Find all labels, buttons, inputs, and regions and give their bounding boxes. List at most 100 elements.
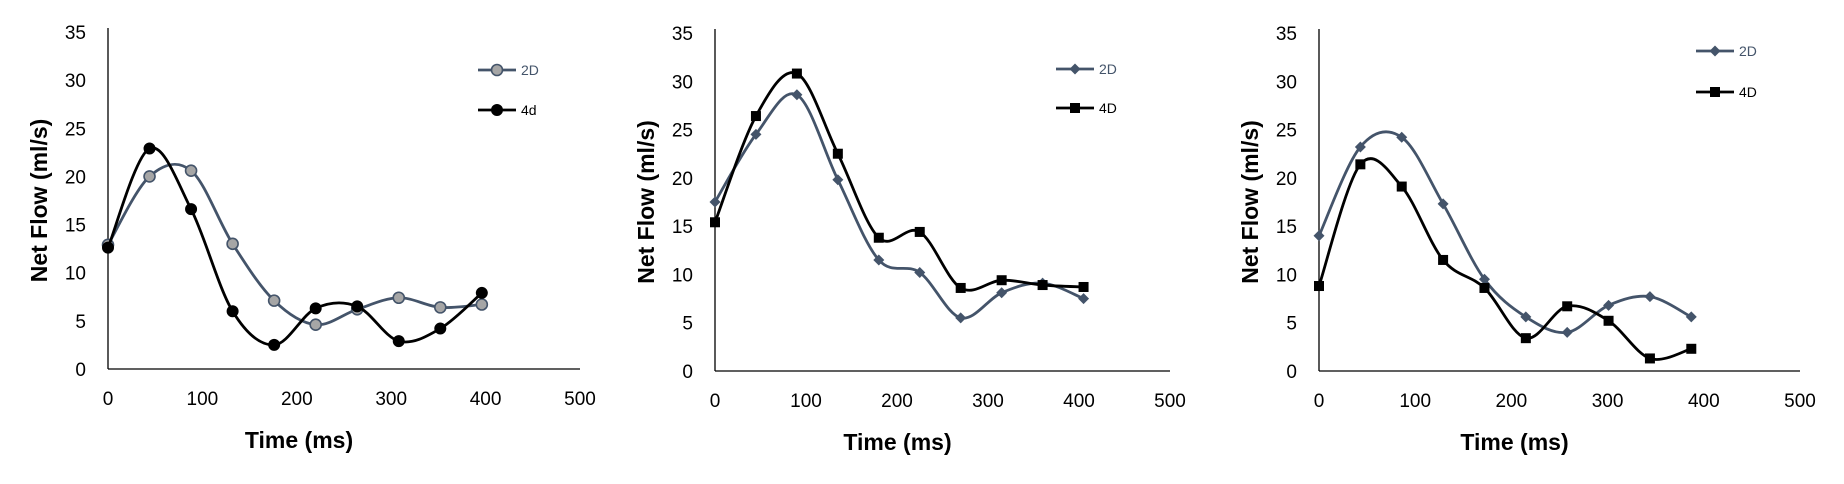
y-tick-label: 5 [75, 312, 86, 333]
y-tick-label: 25 [1276, 121, 1297, 142]
data-point [914, 226, 925, 237]
data-point [1603, 315, 1614, 326]
data-point [433, 301, 447, 314]
y-tick-label: 5 [1286, 314, 1297, 335]
legend-marker [1069, 63, 1081, 75]
y-tick-label: 5 [682, 314, 693, 335]
chart-1: 0 5 10 15 20 25 30 35 0 100 200 300 400 500 Time (ms) N… [26, 23, 596, 453]
y-tick-label: 30 [672, 72, 693, 93]
x-tick-label: 300 [375, 389, 407, 410]
x-tick-label: 500 [564, 389, 596, 410]
data-point [392, 291, 406, 305]
legend-marker [1710, 87, 1720, 97]
x-tick-label: 200 [281, 389, 313, 410]
x-tick-label: 500 [1154, 391, 1186, 412]
data-point [475, 286, 488, 299]
data-point [309, 318, 322, 332]
data-point [1685, 311, 1697, 323]
data-point [392, 335, 405, 348]
chart-2: 0 5 10 15 20 25 30 35 0 100 200 300 400 500 Time (ms) N… [633, 24, 1186, 455]
data-point [1438, 254, 1449, 265]
y-axis-title: Net Flow (ml/s) [26, 119, 52, 283]
y-tick-label: 35 [65, 23, 86, 44]
data-point [914, 266, 926, 278]
y-axis-title: Net Flow (ml/s) [1237, 120, 1263, 284]
data-point [1644, 353, 1655, 364]
data-point [1355, 159, 1366, 170]
y-axis-title: Net Flow (ml/s) [633, 120, 659, 284]
series-4d [710, 68, 1089, 293]
y-tick-label: 30 [1276, 72, 1297, 93]
series-2d [709, 89, 1090, 324]
y-tick-label: 10 [1276, 265, 1297, 286]
y-tick-label: 35 [1276, 24, 1297, 45]
x-tick-label: 100 [790, 391, 822, 412]
x-tick-label: 300 [1592, 391, 1624, 412]
data-point [1562, 301, 1573, 312]
data-point [1037, 280, 1048, 291]
data-point [1520, 333, 1531, 344]
data-point [832, 148, 843, 159]
data-point [791, 89, 803, 101]
legend-entry-2d: 2D [1056, 61, 1117, 77]
x-tick-label: 100 [187, 389, 219, 410]
y-tick-label: 20 [65, 167, 86, 188]
data-point [996, 287, 1008, 299]
data-point [750, 111, 761, 122]
x-tick-label: 400 [470, 389, 502, 410]
data-point [1078, 281, 1089, 292]
data-point [1314, 281, 1324, 292]
data-point [1479, 282, 1490, 293]
x-tick-label: 200 [881, 391, 913, 412]
y-tick-label: 0 [75, 360, 86, 381]
data-point [143, 170, 156, 183]
series-line [106, 146, 483, 347]
data-point [1561, 326, 1573, 338]
legend-label: 2D [1739, 43, 1757, 59]
data-point [955, 282, 966, 293]
data-point [184, 164, 198, 177]
x-tick-label: 500 [1784, 391, 1816, 412]
data-point [102, 241, 114, 254]
data-point [309, 302, 322, 315]
series-2d [101, 162, 489, 332]
series-line [713, 71, 1084, 292]
x-axis-title: Time (ms) [1460, 429, 1568, 455]
x-tick-label: 0 [103, 389, 114, 410]
data-point [1520, 311, 1532, 323]
legend-label: 2D [1099, 61, 1117, 77]
data-point [226, 237, 239, 251]
legend-entry-4d: 4D [1056, 100, 1117, 116]
legend-label: 2D [521, 62, 539, 78]
legend-marker [490, 63, 504, 77]
y-tick-label: 10 [672, 265, 693, 286]
data-point [226, 305, 239, 318]
series-line [1317, 157, 1692, 361]
legend-marker [1709, 45, 1721, 57]
y-tick-label: 0 [682, 362, 693, 383]
y-tick-label: 25 [65, 119, 86, 140]
data-point [267, 294, 281, 307]
data-point [1354, 141, 1366, 153]
y-tick-label: 15 [65, 216, 86, 237]
data-point [1686, 343, 1697, 354]
y-tick-label: 20 [1276, 169, 1297, 190]
data-point [996, 275, 1007, 286]
data-point [791, 68, 802, 79]
data-point [873, 254, 885, 266]
data-point [832, 174, 844, 186]
data-point [1603, 299, 1615, 311]
legend-entry-2d: 2D [478, 62, 539, 78]
data-point [1644, 291, 1656, 303]
data-point [1078, 293, 1090, 305]
legend-label: 4D [1739, 84, 1757, 100]
legend-label: 4D [1099, 100, 1117, 116]
x-tick-label: 300 [972, 391, 1004, 412]
series-line [106, 162, 482, 327]
data-point [1478, 273, 1490, 285]
series-4d [102, 142, 488, 351]
legend-entry-4d: 4D [1696, 84, 1757, 100]
y-tick-label: 0 [1286, 362, 1297, 383]
legend-marker [491, 104, 503, 116]
